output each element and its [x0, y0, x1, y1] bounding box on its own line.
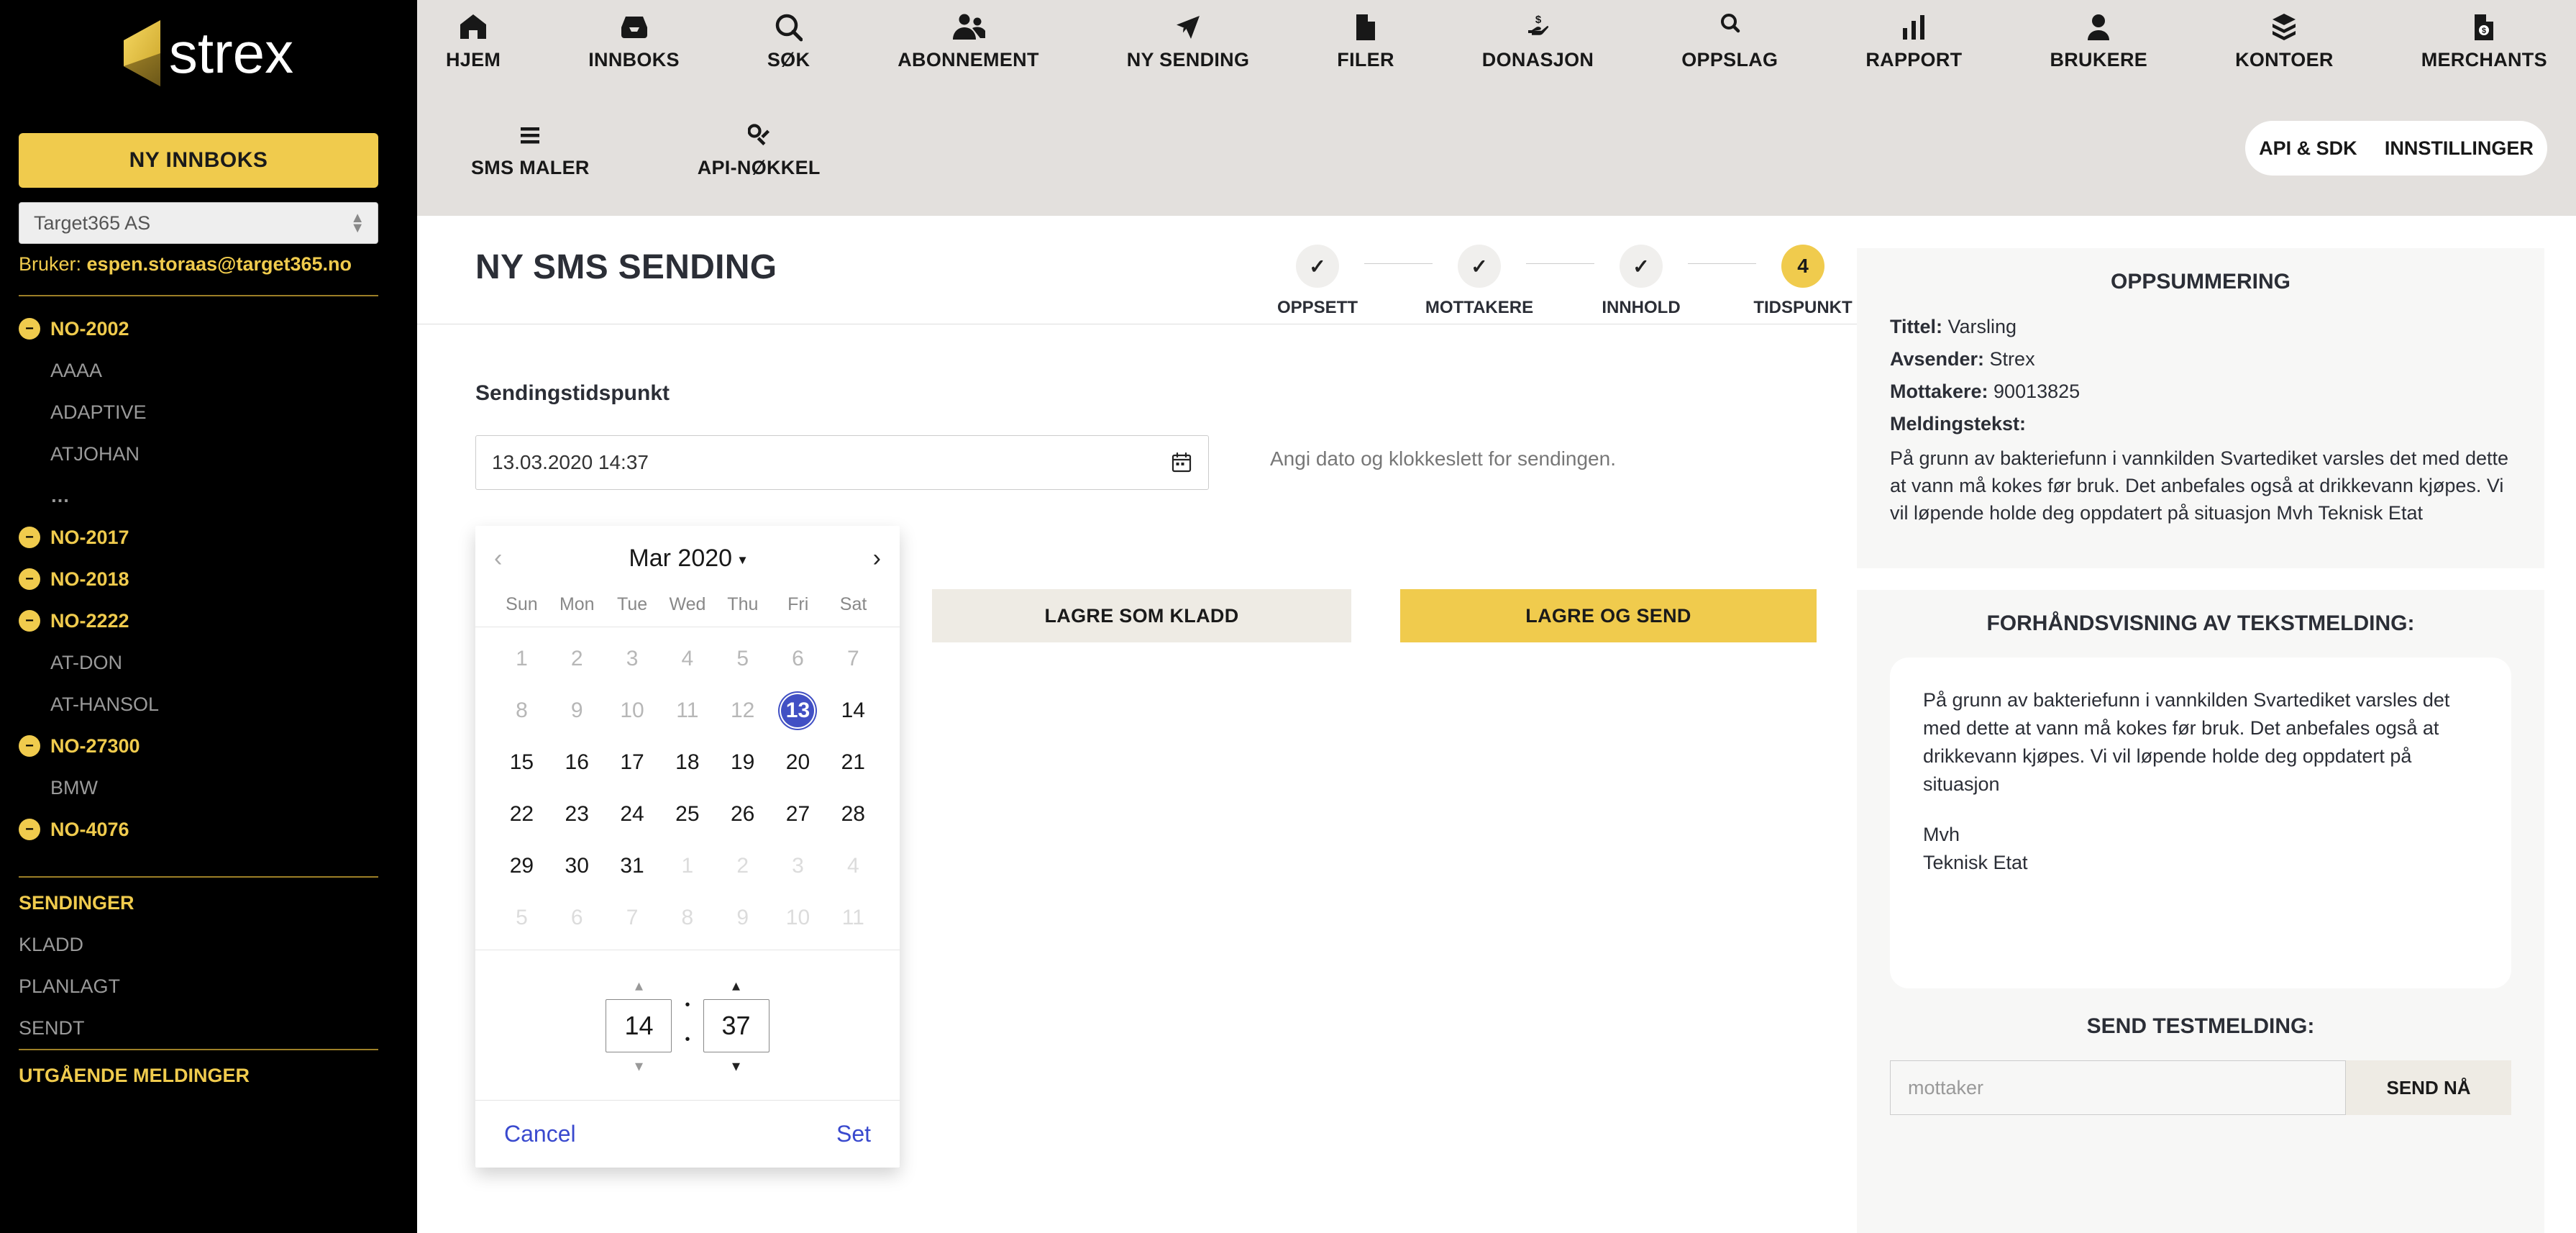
svg-text:$: $ — [1535, 14, 1541, 26]
svg-text:$: $ — [2482, 27, 2486, 35]
